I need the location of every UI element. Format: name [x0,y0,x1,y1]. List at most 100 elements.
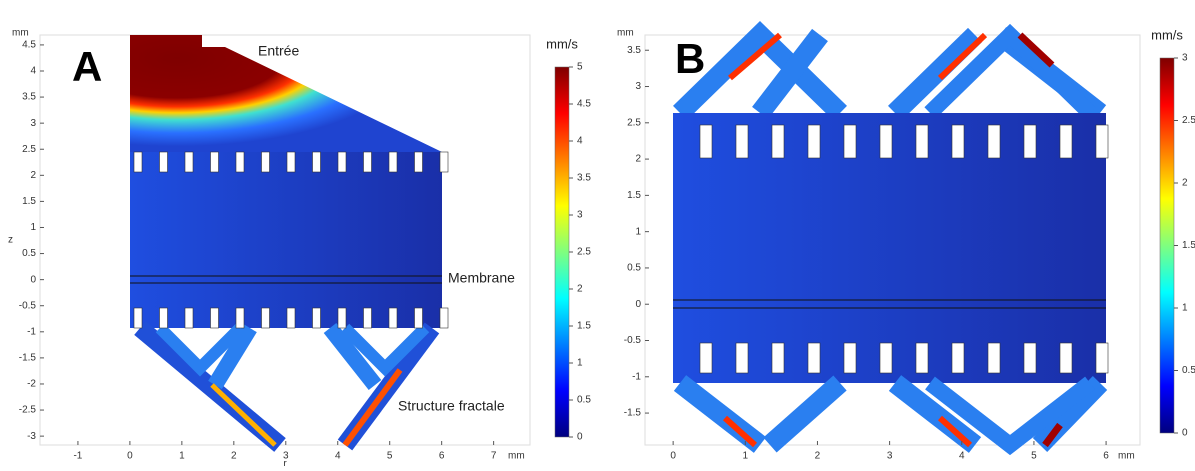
x-tick-label: -1 [73,451,82,462]
colorbar-title: mm/s [546,36,578,51]
slot [439,151,449,173]
y-tick-label: -1 [632,371,641,382]
slot [807,342,821,374]
y-tick-label: -0.5 [624,335,642,346]
colorbar [1159,57,1175,434]
slot [184,151,194,173]
colorbar-tick-label: 0 [577,432,583,443]
slot [951,342,965,374]
y-unit: mm [12,28,29,39]
slot [1023,342,1037,374]
branch [673,21,847,121]
fractal-a [134,321,440,452]
fractal-b-bottom [673,375,1108,456]
slot [771,124,785,159]
chamber [130,152,442,328]
slot [184,307,194,329]
slot [210,307,219,329]
x-tick-label: 4 [959,451,965,462]
slots [133,124,1109,374]
x-tick-label: 5 [387,451,393,462]
slot [133,307,143,329]
slot [699,124,713,159]
slot [414,151,423,173]
colorbar [554,66,570,438]
colorbar-tick-label: 3 [577,210,583,221]
y-tick-label: 1.5 [22,196,36,207]
slot [210,151,219,173]
branch [925,376,1095,456]
colorbar-tick-label: 3 [1182,53,1188,64]
colorbar-tick-label: 2 [1182,178,1188,189]
x-tick-label: 2 [815,451,821,462]
slot [363,307,372,329]
slot [235,151,245,173]
x-tick-label: 4 [335,451,341,462]
slot [843,342,857,374]
panel-a-geometry [39,34,531,452]
y-tick-label: 0 [30,274,36,285]
slot [1095,342,1109,374]
y-tick-label: 1 [30,222,36,233]
slot [915,342,929,374]
colorbar-tick-label: 2 [577,284,583,295]
y-tick-label: -3 [27,431,36,442]
y-tick-label: -0.5 [19,300,37,311]
slot [987,124,1001,159]
x-tick-label: 2 [231,451,237,462]
y-tick-label: 2 [635,154,641,165]
colorbar-tick-label: 1 [577,358,583,369]
y-tick-label: 1.5 [627,190,641,201]
y-tick-label: 3.5 [627,45,641,56]
y-tick-label: 2 [30,170,36,181]
slot [337,151,347,173]
y-tick-label: 4 [30,66,36,77]
slot [388,151,398,173]
branch [752,28,828,120]
x-tick-label: 3 [283,451,289,462]
panel-b-geometry [644,21,1141,456]
branch-core [937,32,988,81]
slot [159,151,168,173]
slot [735,342,749,374]
branch [340,323,430,377]
x-tick-label: 5 [1031,451,1037,462]
slot [235,307,245,329]
slot [439,307,449,329]
branch-core [342,368,403,447]
slot [363,151,372,173]
slot [735,124,749,159]
slot [286,151,296,173]
slot [261,307,270,329]
x-tick-label: 1 [179,451,185,462]
colorbar-tick-label: 2.5 [1182,115,1195,126]
slot [879,124,893,159]
slot [312,151,321,173]
slot [414,307,423,329]
colorbar-tick-label: 2.5 [577,247,591,258]
y-axis-label: z [8,235,13,246]
branch-core [722,415,758,448]
branch-core [728,32,782,81]
branch-core [1042,422,1063,448]
y-tick-label: -1.5 [19,353,37,364]
slot [1059,342,1073,374]
slot [261,151,270,173]
x-tick-label: 3 [887,451,893,462]
branch [888,27,982,121]
y-unit: mm [617,28,634,39]
colorbar-tick-label: 0 [1182,428,1188,439]
x-tick-label: 1 [743,451,749,462]
slot [133,151,143,173]
y-tick-label: -1 [27,326,36,337]
colorbar-title: mm/s [1151,27,1183,42]
slot [388,307,398,329]
branch [323,323,382,390]
colorbar-tick-label: 1.5 [1182,240,1195,251]
x-unit: mm [1118,451,1135,462]
colorbar-tick-label: 0.5 [1182,365,1195,376]
x-tick-label: 7 [491,451,497,462]
colorbar-tick-label: 4.5 [577,99,591,110]
x-tick-label: 6 [1103,451,1109,462]
